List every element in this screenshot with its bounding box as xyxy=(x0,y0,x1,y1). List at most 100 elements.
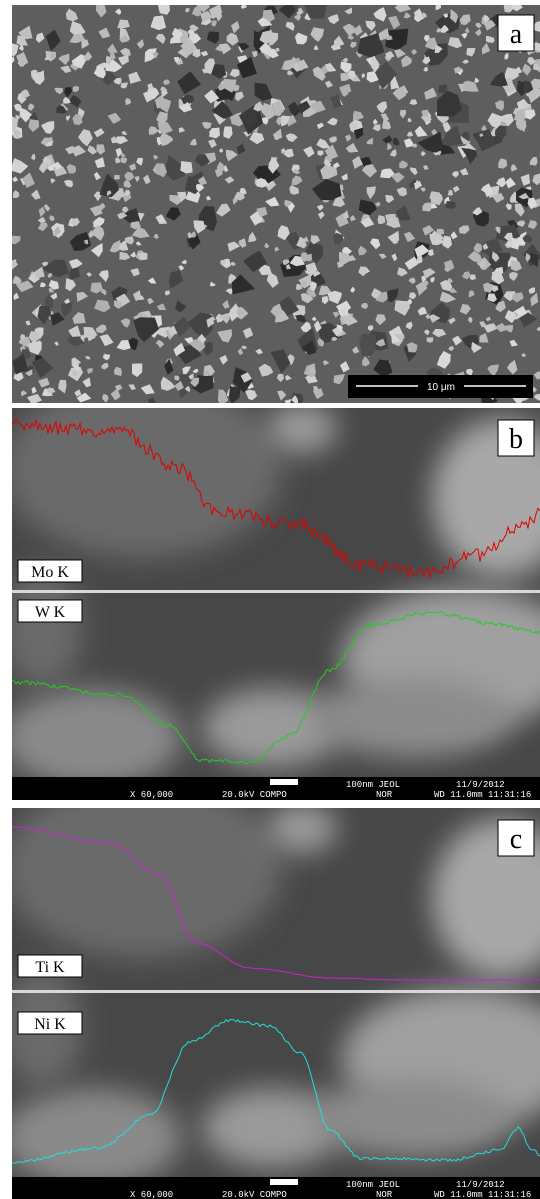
grain xyxy=(219,43,232,55)
line-scan xyxy=(11,610,540,765)
grain xyxy=(487,293,497,302)
grain xyxy=(119,251,131,260)
grain xyxy=(359,334,376,357)
grain xyxy=(87,145,97,155)
grain xyxy=(284,199,293,208)
grain xyxy=(240,5,247,9)
grain xyxy=(231,84,240,92)
grain xyxy=(338,305,349,317)
grain xyxy=(426,337,434,343)
grain xyxy=(80,334,86,341)
panel-label-box xyxy=(497,14,535,52)
grain xyxy=(72,363,80,372)
grain xyxy=(491,285,499,292)
grain xyxy=(60,65,72,73)
panel-label: c xyxy=(510,824,522,855)
grain xyxy=(430,277,435,283)
micrograph-c xyxy=(12,808,540,1199)
grain xyxy=(406,342,418,353)
grain xyxy=(39,282,46,288)
grain xyxy=(153,155,159,160)
grain xyxy=(187,231,193,239)
grain xyxy=(294,14,301,21)
grain xyxy=(13,190,20,198)
grain xyxy=(68,267,80,280)
grain xyxy=(348,74,361,82)
grain xyxy=(425,313,430,319)
grain xyxy=(25,369,33,377)
grain xyxy=(329,94,342,108)
grain xyxy=(469,274,476,280)
grain xyxy=(50,51,57,60)
grain xyxy=(534,394,540,401)
grain xyxy=(399,109,407,119)
grain xyxy=(428,249,434,256)
grain xyxy=(448,346,454,351)
grain xyxy=(400,55,412,68)
grain xyxy=(114,174,120,180)
grain xyxy=(86,272,92,277)
grain xyxy=(425,37,439,50)
grain xyxy=(365,20,376,31)
sem-blob xyxy=(12,808,282,958)
grain xyxy=(194,154,210,167)
grain xyxy=(303,146,315,158)
grain xyxy=(452,335,462,346)
grain xyxy=(136,157,144,166)
grain xyxy=(376,101,387,114)
grain xyxy=(421,275,426,282)
grain xyxy=(527,198,538,209)
grain xyxy=(82,377,91,388)
grain xyxy=(450,231,458,240)
grain xyxy=(370,238,381,250)
trace-label-box xyxy=(17,954,83,978)
grain xyxy=(380,113,389,123)
grain xyxy=(360,217,375,228)
grain xyxy=(316,138,330,149)
grain xyxy=(133,317,159,343)
grain xyxy=(220,260,226,266)
panel-label-box xyxy=(497,819,535,857)
grain xyxy=(231,21,240,34)
grain xyxy=(518,192,530,200)
grain xyxy=(189,24,199,32)
grain xyxy=(96,144,106,155)
grain xyxy=(409,99,418,105)
grain xyxy=(447,190,453,196)
grain xyxy=(76,291,89,302)
grain xyxy=(180,161,193,174)
grain xyxy=(58,53,70,65)
grain xyxy=(483,14,490,23)
grain xyxy=(16,280,34,292)
grain xyxy=(378,28,390,41)
grain xyxy=(45,141,53,147)
grain xyxy=(18,336,31,348)
grain xyxy=(423,165,429,170)
grain xyxy=(517,119,527,132)
info-date: 11/9/2012 xyxy=(456,1180,505,1190)
grain xyxy=(270,349,291,374)
grain xyxy=(385,288,399,303)
grain xyxy=(281,59,294,71)
grain xyxy=(16,52,29,67)
grain xyxy=(257,15,272,27)
grain xyxy=(207,31,219,44)
grain xyxy=(26,393,42,403)
grain xyxy=(219,148,224,153)
grain xyxy=(504,53,509,60)
grain xyxy=(33,266,45,279)
grain xyxy=(349,122,358,131)
grain xyxy=(428,314,441,323)
grain xyxy=(353,127,364,140)
grain xyxy=(43,294,55,309)
info-bar xyxy=(12,1177,540,1199)
grain xyxy=(168,269,184,289)
grain xyxy=(144,48,157,63)
grain xyxy=(437,91,462,117)
grain xyxy=(306,286,317,298)
grain xyxy=(496,177,506,188)
grain xyxy=(238,43,250,51)
grain xyxy=(468,316,473,324)
grain xyxy=(95,5,107,18)
grain xyxy=(164,358,174,375)
